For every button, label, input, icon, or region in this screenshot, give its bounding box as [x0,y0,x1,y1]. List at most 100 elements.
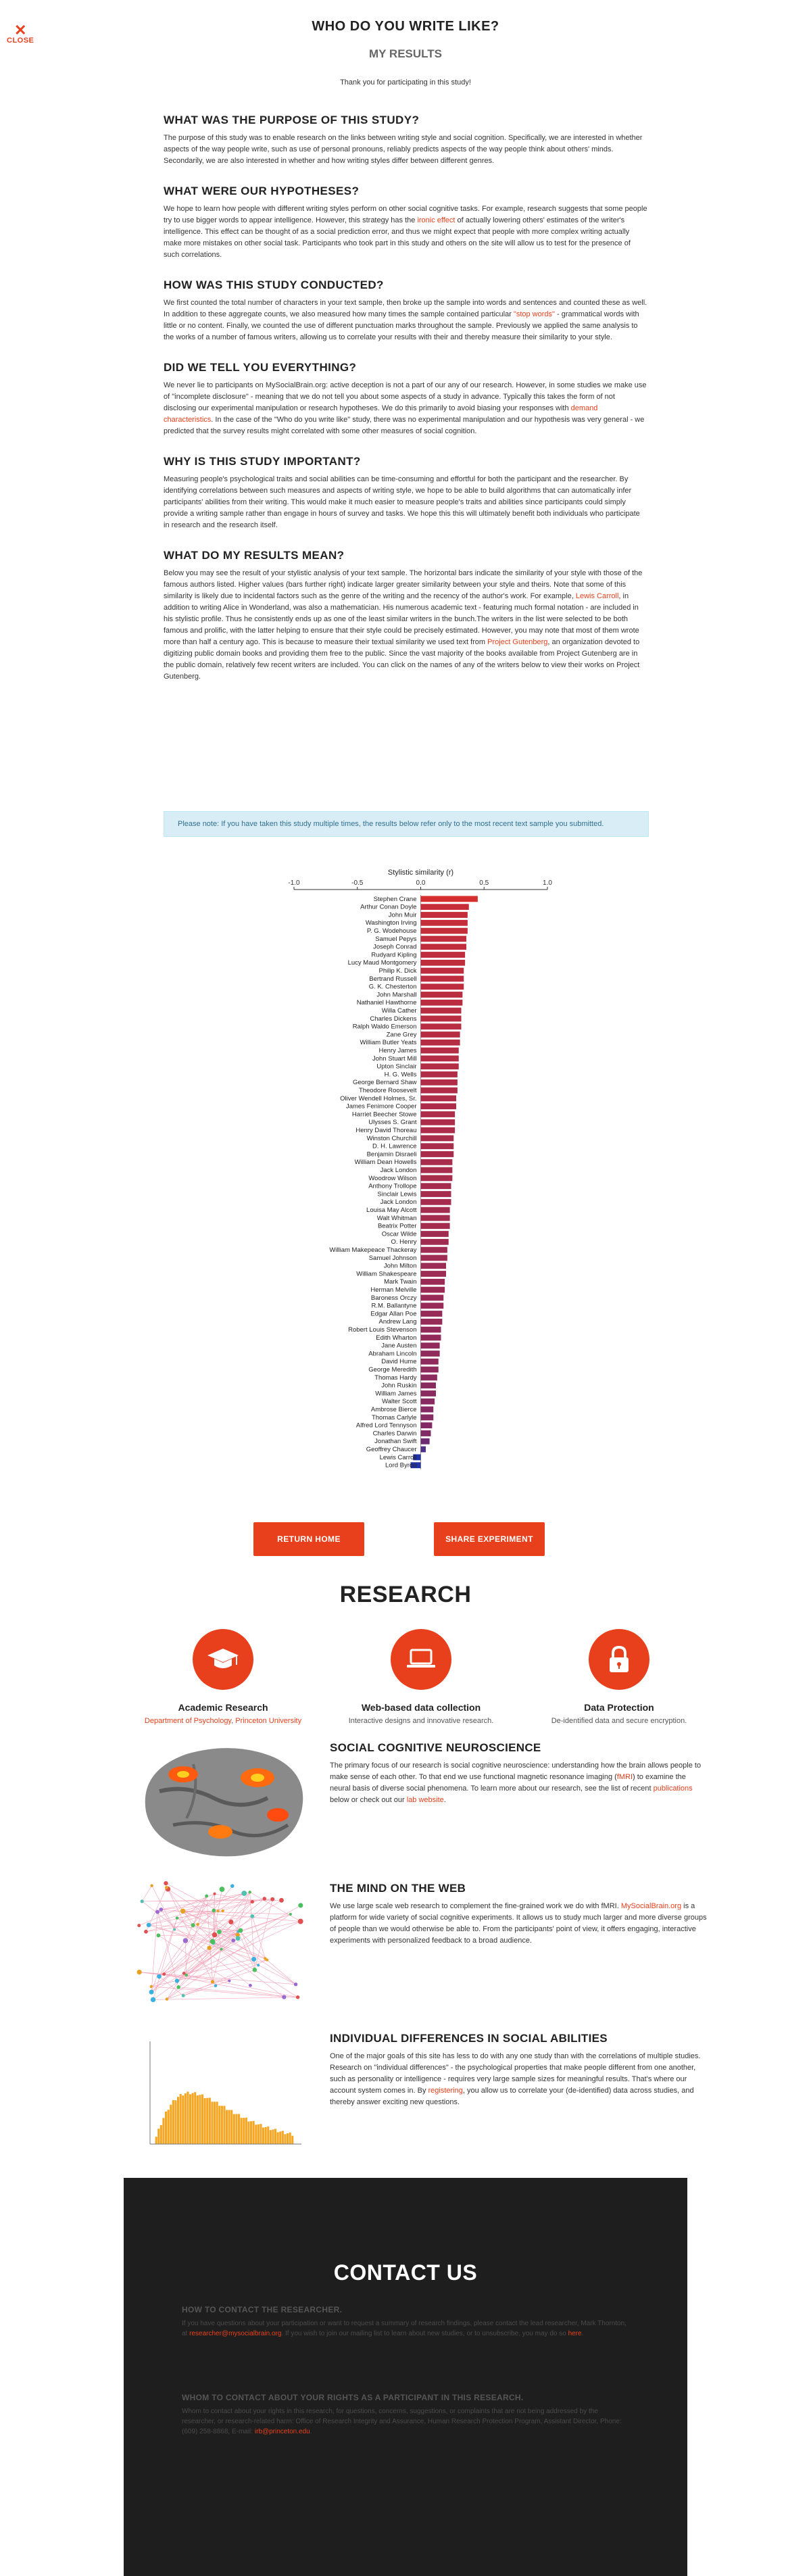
author-label[interactable]: Jonathan Swift [374,1438,417,1445]
author-label[interactable]: Charles Darwin [373,1430,417,1437]
author-label[interactable]: Charles Dickens [370,1015,416,1023]
author-label[interactable]: Jack London [380,1167,417,1174]
author-label[interactable]: Samuel Pepys [375,935,417,943]
author-label[interactable]: Henry David Thoreau [355,1127,416,1134]
author-label[interactable]: John Marshall [376,991,416,998]
publications-link[interactable]: publications [653,1784,693,1793]
author-label[interactable]: John Ruskin [381,1382,416,1390]
author-label[interactable]: Walt Whitman [377,1215,417,1222]
author-label[interactable]: Stephen Crane [374,896,417,903]
author-label[interactable]: Thomas Hardy [374,1374,417,1382]
author-label[interactable]: Robert Louis Stevenson [348,1326,416,1334]
author-label[interactable]: Woodrow Wilson [368,1175,416,1182]
author-label[interactable]: Winston Churchill [367,1135,417,1142]
author-label[interactable]: Andrew Lang [379,1318,417,1326]
bar-andrew-lang [420,1318,443,1325]
university-link[interactable]: Princeton University [235,1717,302,1725]
project-gutenberg-link[interactable]: Project Gutenberg [487,638,548,646]
author-label[interactable]: Willa Cather [382,1007,417,1015]
author-label[interactable]: Walter Scott [382,1398,417,1405]
author-label[interactable]: Ulysses S. Grant [368,1119,417,1126]
similarity-chart: Stylistic similarity (r) -1.0 -0.5 0.0 0.5 1.… [288,869,552,1469]
author-label[interactable]: William Makepeace Thackeray [329,1246,416,1254]
author-label[interactable]: Washington Irving [366,919,417,927]
department-link[interactable]: Department of Psychology [144,1717,232,1725]
bar-willa-cather [420,1007,462,1014]
author-label[interactable]: Alfred Lord Tennyson [356,1422,417,1430]
fmri-link[interactable]: fMRI [616,1773,633,1781]
registering-link[interactable]: registering [428,2087,463,2095]
author-label[interactable]: Harriet Beecher Stowe [352,1111,417,1118]
author-label[interactable]: Samuel Johnson [369,1255,417,1262]
bar-charles-dickens [420,1015,462,1022]
author-label[interactable]: Herman Melville [370,1286,416,1294]
author-label[interactable]: Ralph Waldo Emerson [353,1023,417,1031]
author-label[interactable]: R.M. Ballantyne [371,1303,416,1310]
author-label[interactable]: H. G. Wells [385,1071,417,1078]
author-label[interactable]: Bertrand Russell [369,975,416,983]
author-label[interactable]: David Hume [381,1358,416,1365]
author-label[interactable]: Edgar Allan Poe [370,1310,416,1317]
lewis-carroll-link[interactable]: Lewis Carroll [575,592,619,600]
author-label[interactable]: Lord Byron [385,1462,416,1469]
page-title: WHO DO YOU WRITE LIKE? [312,19,499,34]
author-label[interactable]: Sinclair Lewis [377,1190,416,1198]
author-label[interactable]: Arthur Conan Doyle [360,904,416,911]
author-label[interactable]: Geoffrey Chaucer [366,1446,417,1453]
research-section-body: We use large scale web research to compl… [330,1902,707,1945]
author-label[interactable]: Nathaniel Hawthorne [357,999,417,1006]
bar-harriet-beecher-stowe [420,1111,456,1117]
author-label[interactable]: G. K. Chesterton [369,983,417,991]
author-label[interactable]: Thomas Carlyle [372,1414,417,1421]
author-label[interactable]: Jack London [380,1198,417,1206]
author-label[interactable]: Zane Grey [387,1031,417,1038]
author-label[interactable]: George Bernard Shaw [353,1079,417,1086]
author-label[interactable]: James Fenimore Cooper [346,1103,417,1111]
author-label[interactable]: John Stuart Mill [372,1055,416,1063]
author-label[interactable]: Upton Sinclair [376,1063,416,1071]
mailing-list-link[interactable]: here [568,2330,582,2337]
author-label[interactable]: D. H. Lawrence [372,1143,416,1150]
close-button[interactable]: ✕ CLOSE [7,23,34,45]
author-label[interactable]: O. Henry [391,1238,416,1246]
author-label[interactable]: Edith Wharton [376,1334,416,1342]
author-label[interactable]: William James [375,1390,416,1397]
share-experiment-button[interactable]: SHARE EXPERIMENT [434,1522,545,1556]
irb-email-link[interactable]: irb@princeton.edu [254,2428,310,2435]
author-label[interactable]: Benjamin Disraeli [367,1150,417,1158]
author-label[interactable]: Louisa May Alcott [366,1207,417,1214]
author-label[interactable]: Abraham Lincoln [368,1350,416,1357]
demand-characteristics-link[interactable]: demand characteristics [164,404,598,424]
stop-words-link[interactable]: "stop words" [513,310,555,318]
bar-thomas-hardy [420,1374,437,1381]
author-label[interactable]: Mark Twain [384,1278,416,1286]
author-label[interactable]: Oscar Wilde [382,1230,417,1238]
author-label[interactable]: Rudyard Kipling [371,951,416,958]
return-home-button[interactable]: RETURN HOME [253,1522,364,1556]
researcher-email-link[interactable]: researcher@mysocialbrain.org [189,2330,282,2337]
author-label[interactable]: Lewis Carroll [380,1454,417,1461]
ironic-effect-link[interactable]: ironic effect [417,216,456,224]
author-label[interactable]: Henry James [379,1047,417,1054]
author-label[interactable]: Beatrix Potter [378,1223,417,1230]
laptop-icon [391,1629,451,1690]
author-label[interactable]: George Meredith [368,1366,416,1374]
author-label[interactable]: Jane Austen [381,1342,416,1350]
author-label[interactable]: Philip K. Dick [379,967,417,975]
author-label[interactable]: Anthony Trollope [368,1183,416,1190]
author-label[interactable]: William Butler Yeats [360,1039,417,1046]
author-label[interactable]: Joseph Conrad [373,944,416,951]
author-label[interactable]: William Shakespeare [356,1270,416,1278]
author-label[interactable]: Baroness Orczy [371,1294,417,1302]
network-graph-image [132,1878,314,2006]
author-label[interactable]: Lucy Maud Montgomery [348,959,417,967]
author-label[interactable]: P. G. Wodehouse [367,927,417,935]
author-label[interactable]: John Milton [384,1263,417,1270]
author-label[interactable]: Theodore Roosevelt [359,1087,417,1094]
lab-website-link[interactable]: lab website [406,1796,444,1804]
author-label[interactable]: Ambrose Bierce [371,1406,417,1413]
author-label[interactable]: William Dean Howells [355,1159,417,1166]
author-label[interactable]: John Muir [389,911,417,919]
mysocialbrain-link[interactable]: MySocialBrain.org [620,1902,682,1910]
author-label[interactable]: Oliver Wendell Holmes, Sr. [340,1095,416,1102]
